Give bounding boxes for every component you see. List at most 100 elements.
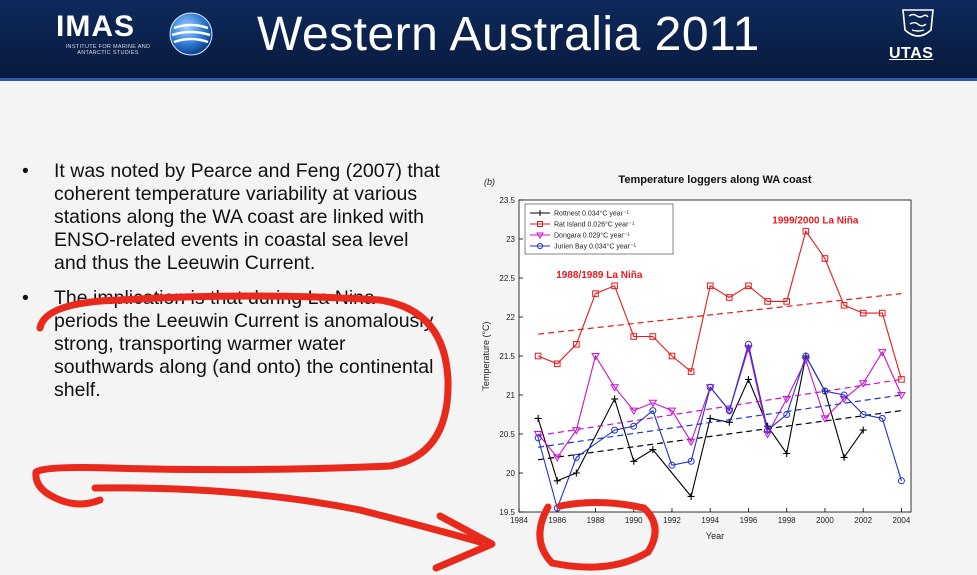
- x-tick-label: 1998: [778, 516, 796, 525]
- y-tick-label: 20: [506, 469, 515, 478]
- imas-logo-subtitle-line1: INSTITUTE FOR MARINE AND: [65, 44, 151, 50]
- series-2: [534, 227, 905, 383]
- data-point: [630, 422, 638, 430]
- x-tick-label: 1994: [701, 516, 719, 525]
- bullet-text: The implication is that during La Nina p…: [54, 287, 434, 401]
- x-tick-label: 1984: [510, 516, 528, 525]
- data-point: [534, 352, 542, 360]
- legend-entry: Jurien Bay 0.034°C year⁻¹: [554, 243, 637, 251]
- chart-panel-label: (b): [484, 177, 495, 187]
- x-axis-label: Year: [706, 531, 724, 541]
- data-point: [764, 426, 772, 434]
- data-point: [821, 255, 829, 262]
- data-point: [783, 298, 791, 305]
- x-tick-label: 2000: [816, 516, 834, 525]
- data-point: [783, 411, 791, 418]
- data-point: [706, 282, 714, 290]
- legend-entry: Dongara 0.029°C year⁻¹: [554, 232, 630, 240]
- x-tick-label: 2002: [854, 516, 872, 525]
- data-point: [552, 454, 562, 462]
- data-point: [783, 450, 791, 457]
- chart-annotation: 1999/2000 La Niña: [772, 215, 859, 226]
- series-line: [537, 344, 902, 510]
- imas-logo-subtitle-line2: ANTARCTIC STUDIES: [77, 50, 139, 56]
- data-point: [744, 340, 752, 348]
- trend-line: [538, 293, 902, 335]
- data-point: [571, 427, 581, 435]
- data-point: [649, 446, 657, 454]
- page-title: Western Australia 2011: [257, 8, 760, 61]
- chart-title: Temperature loggers along WA coast: [618, 174, 811, 186]
- data-point: [534, 434, 542, 442]
- data-point: [705, 384, 715, 392]
- legend-marker: [536, 232, 544, 239]
- data-point: [668, 352, 676, 360]
- data-point: [649, 407, 657, 415]
- data-point: [572, 453, 580, 461]
- data-point: [802, 227, 810, 235]
- data-point: [878, 414, 886, 422]
- data-point: [839, 395, 849, 404]
- data-point: [706, 414, 714, 422]
- data-point: [630, 333, 638, 340]
- data-point: [687, 492, 695, 500]
- data-point: [610, 384, 619, 392]
- data-point: [782, 395, 792, 404]
- y-tick-label: 20.5: [499, 430, 515, 439]
- data-point: [611, 426, 619, 434]
- y-axis-label: Temperature (°C): [481, 321, 491, 390]
- data-point: [611, 282, 618, 290]
- data-point: [820, 415, 830, 423]
- data-point: [859, 309, 867, 317]
- data-point: [840, 302, 848, 309]
- data-point: [897, 477, 905, 485]
- utas-logo-text: UTAS: [889, 45, 934, 62]
- data-point: [879, 309, 886, 317]
- y-tick-label: 19.5: [499, 508, 515, 517]
- chart-annotation: 1988/1989 La Niña: [556, 270, 643, 281]
- bullet-item-2: • The implication is that during La Nina…: [20, 287, 440, 402]
- data-point: [592, 290, 599, 297]
- data-point: [591, 353, 600, 361]
- data-point: [573, 341, 580, 348]
- data-point: [821, 387, 829, 395]
- y-tick-label: 22: [506, 313, 515, 322]
- x-tick-label: 1992: [663, 516, 681, 525]
- bullet-marker: •: [22, 287, 29, 309]
- data-point: [763, 431, 772, 439]
- data-point: [802, 352, 810, 360]
- imas-logo-subtitle: INSTITUTE FOR MARINE AND ANTARCTIC STUDI…: [58, 44, 158, 56]
- bullet-item-1: • It was noted by Pearce and Feng (2007)…: [20, 160, 440, 275]
- data-point: [840, 453, 848, 461]
- trend-line: [538, 378, 902, 437]
- data-point: [859, 426, 867, 434]
- header-rule: [0, 78, 977, 81]
- data-point: [649, 333, 657, 340]
- data-point: [686, 438, 696, 447]
- utas-lion-crest-icon: [902, 9, 934, 37]
- data-point: [726, 294, 733, 301]
- slide-header: [0, 0, 977, 78]
- data-point: [745, 282, 752, 290]
- trend-line: [538, 394, 902, 448]
- data-point: [744, 375, 752, 383]
- data-point: [572, 469, 580, 477]
- data-point: [725, 407, 733, 415]
- data-point: [648, 399, 658, 408]
- legend-marker: [536, 242, 544, 250]
- bullet-text: It was noted by Pearce and Feng (2007) t…: [54, 160, 440, 274]
- legend-marker: [537, 210, 543, 216]
- data-point: [687, 457, 695, 465]
- y-tick-label: 21: [506, 391, 515, 400]
- x-tick-label: 1988: [587, 516, 605, 525]
- trend-line: [538, 410, 902, 461]
- data-point: [764, 298, 771, 305]
- y-tick-label: 23.5: [499, 196, 515, 205]
- data-point: [687, 368, 695, 375]
- data-point: [840, 391, 848, 399]
- data-point: [611, 395, 619, 403]
- y-tick-label: 22.5: [499, 274, 515, 283]
- imas-logo-word: IMAS: [56, 10, 135, 43]
- x-tick-label: 1986: [548, 516, 566, 525]
